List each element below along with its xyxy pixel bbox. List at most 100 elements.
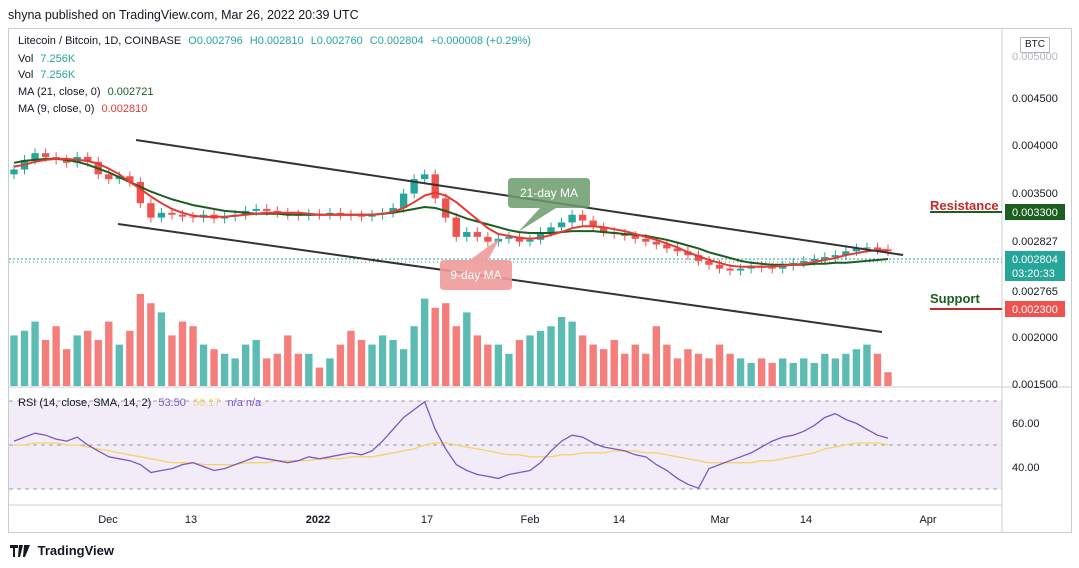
candle-body (557, 222, 566, 228)
volume-bar (705, 358, 713, 386)
candle-body (252, 208, 260, 211)
resistance-price-box (1005, 204, 1065, 220)
volume-bar (589, 344, 597, 386)
time-axis: Dec 13 2022 17 Feb 14 Mar 14 Apr (98, 514, 937, 526)
volume-bar (726, 353, 734, 386)
volume-bar (821, 353, 829, 386)
candle-body (873, 247, 882, 250)
rsi-sma-line (14, 442, 889, 466)
volume-bar (73, 335, 81, 386)
volume-bar (347, 330, 355, 386)
candle-body (652, 241, 661, 245)
volume-bar (105, 321, 113, 386)
candle-body (663, 244, 671, 249)
volume-bar (884, 372, 892, 386)
ma9-callout: 9-day MA (440, 238, 512, 290)
volume-bar (621, 353, 629, 386)
vol-label: Vol (18, 69, 34, 81)
price-axis: 0.005000 0.004500 0.004000 0.003500 0.00… (1012, 51, 1058, 391)
candle-body (852, 248, 861, 252)
volume-bar (178, 321, 187, 386)
resistance-label: Resistance (930, 198, 999, 213)
volume-bar (873, 353, 882, 386)
volume-bar (315, 367, 324, 386)
resistance-price: 0.003300 (1012, 207, 1058, 219)
rsi-sma-value: 50.17 (192, 397, 221, 409)
volume-bar (10, 335, 18, 386)
volume-bar (210, 349, 218, 386)
tradingview-logo-icon (10, 545, 30, 560)
volume-bar (241, 344, 250, 386)
candle-body (147, 203, 155, 218)
candle-body (779, 265, 787, 269)
price-labels: 0.003300 0.002827 0.002804 03:20:33 0.00… (1005, 204, 1065, 474)
volume-bar (747, 363, 755, 386)
price-tick: 0.004000 (1012, 140, 1058, 152)
price-tick: 0.004500 (1012, 93, 1058, 105)
candle-body (389, 208, 397, 213)
legend-ohlc: Litecoin / Bitcoin, 1D, COINBASE O0.0027… (18, 35, 531, 47)
volume-bar (810, 363, 818, 386)
ma21-callout: 21-day MA (508, 178, 590, 232)
price-tick: 0.005000 (1012, 51, 1058, 63)
volume-bar (399, 349, 408, 386)
candle-body (578, 214, 587, 221)
rsi-pane (13, 400, 889, 490)
time-tick: 13 (185, 514, 197, 526)
candle-body (31, 153, 39, 160)
volume-bar (336, 344, 345, 386)
volume-bar (52, 326, 60, 386)
last-price: 0.002804 (1012, 254, 1058, 266)
high-price: 0.002827 (1012, 236, 1058, 248)
chart-frame[interactable] (8, 28, 1072, 533)
vol-value: 7.256K (40, 53, 76, 65)
volume-bar (263, 358, 271, 386)
candle-body (431, 174, 439, 199)
ma21-line (13, 157, 889, 266)
candle-body (536, 232, 545, 240)
legend-change: +0.000008 (+0.29%) (430, 35, 531, 47)
candle-body (842, 251, 850, 256)
last-price-box (1005, 251, 1065, 281)
volume-bar (368, 344, 376, 386)
volume-bar (31, 321, 39, 386)
candle-body (442, 198, 450, 218)
volume-bar (831, 358, 840, 386)
candle-body (126, 176, 134, 183)
candle-body (399, 193, 408, 208)
volume-bar (578, 335, 587, 386)
volume-bar (852, 349, 861, 386)
candle-body (715, 264, 724, 269)
candle-body (10, 169, 18, 175)
volume-bar (199, 344, 208, 386)
volume-bar (220, 353, 229, 386)
volume-bar (463, 312, 471, 386)
volume-bar (473, 335, 482, 386)
time-tick: Apr (919, 514, 936, 526)
tradingview-footer[interactable]: TradingView (10, 543, 114, 560)
candle-body (62, 159, 71, 163)
candle-body (410, 179, 418, 194)
volume-bar (673, 358, 682, 386)
volume-bar (452, 326, 460, 386)
volume-bar (420, 298, 429, 386)
legend-rsi: RSI (14, close, SMA, 14, 2) 53.50 50.17 … (18, 397, 261, 409)
volume-bar (410, 326, 418, 386)
rsi-value: 53.50 (158, 397, 186, 409)
vol-label: Vol (18, 53, 34, 65)
candle-body (420, 174, 429, 180)
volume-bar (357, 340, 366, 386)
volume-bar (189, 326, 197, 386)
candle-body (631, 235, 639, 239)
volume-bar (515, 340, 524, 386)
volume-bar (41, 340, 50, 386)
candle-body (105, 174, 113, 180)
currency-button[interactable]: BTC (1020, 37, 1050, 53)
candle-body (810, 258, 818, 261)
legend-high: H0.002810 (249, 35, 304, 47)
candle-body (189, 216, 197, 218)
candle-body (694, 255, 703, 261)
volume-bar (94, 340, 102, 386)
ma21-label: MA (21, close, 0) (18, 86, 101, 98)
